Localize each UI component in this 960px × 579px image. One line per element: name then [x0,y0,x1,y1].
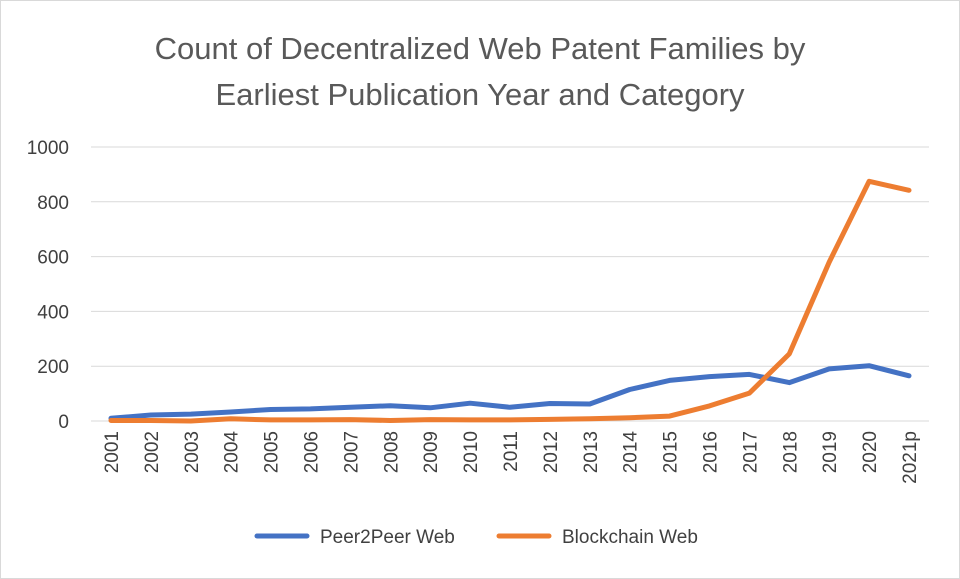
series-lines [108,178,912,424]
x-tick-label: 2004 [222,431,243,474]
x-tick-label: 2007 [341,431,362,473]
y-tick-label: 200 [37,357,69,378]
legend-label-peer2peer-web: Peer2Peer Web [320,527,455,548]
y-axis-tick-labels: 0 200 400 600 800 1000 [27,138,69,433]
x-axis-tick-labels: 2001 2002 2003 2004 2005 2006 2007 2008 2009 2010… [102,431,921,484]
x-tick-label: 2003 [182,431,203,473]
x-tick-label: 2017 [740,431,761,473]
x-tick-label: 2014 [621,431,642,474]
x-tick-label: 2021p [900,431,921,484]
series-line-peer2peer-web [108,363,912,421]
y-tick-label: 1000 [27,138,69,159]
x-tick-label: 2018 [780,431,801,473]
x-tick-label: 2015 [661,431,682,473]
x-tick-label: 2019 [820,431,841,473]
x-tick-label: 2009 [421,431,442,473]
x-tick-label: 2008 [381,431,402,473]
x-tick-label: 2005 [262,431,283,473]
x-tick-label: 2010 [461,431,482,473]
x-tick-label: 2020 [860,431,881,473]
chart-title-line-2: Earliest Publication Year and Category [215,77,745,112]
series-line-blockchain-web [108,178,912,424]
chart-title: Count of Decentralized Web Patent Famili… [155,31,806,112]
x-tick-label: 2012 [541,431,562,473]
legend-label-blockchain-web: Blockchain Web [562,527,698,548]
chart-title-line-1: Count of Decentralized Web Patent Famili… [155,31,806,66]
gridlines [91,146,929,422]
y-tick-label: 0 [58,412,69,433]
x-tick-label: 2013 [581,431,602,473]
x-tick-label: 2001 [102,431,123,473]
legend: Peer2Peer Web Blockchain Web [254,527,698,548]
x-tick-label: 2002 [142,431,163,473]
x-tick-label: 2006 [301,431,322,473]
y-tick-label: 800 [37,193,69,214]
y-tick-label: 400 [37,302,69,323]
y-tick-label: 600 [37,248,69,269]
x-tick-label: 2011 [501,431,522,472]
x-tick-label: 2016 [701,431,722,473]
